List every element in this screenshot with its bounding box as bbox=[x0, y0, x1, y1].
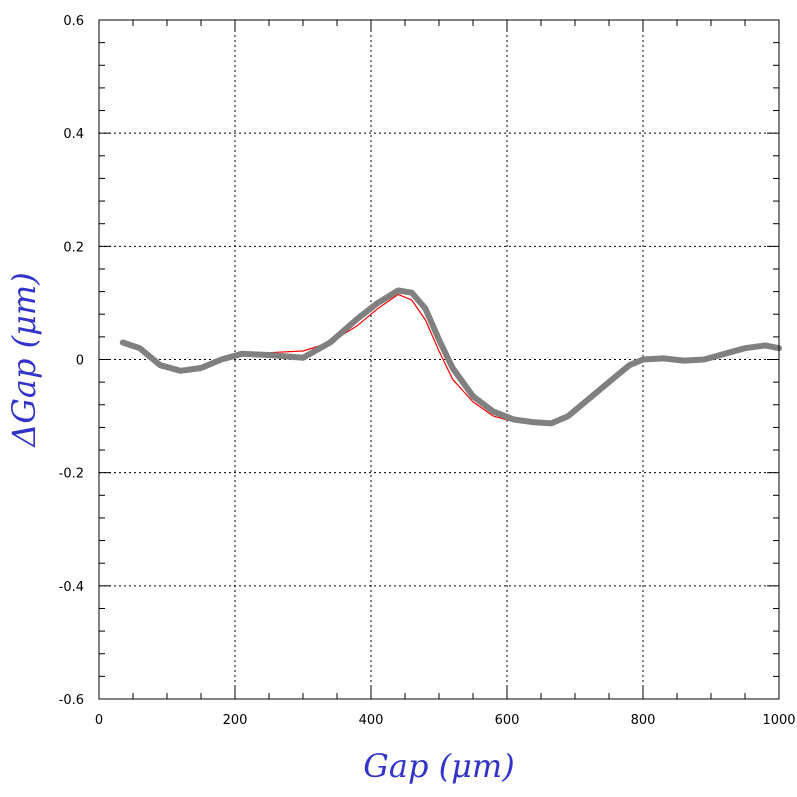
x-tick-label: 0 bbox=[95, 713, 103, 728]
x-tick-label: 400 bbox=[359, 713, 384, 728]
y-tick-label: 0 bbox=[76, 354, 84, 369]
x-axis-title: Gap (μm) bbox=[363, 747, 514, 785]
x-tick-labels: 0 200 400 600 800 1000 bbox=[95, 713, 796, 728]
x-tick-label: 200 bbox=[223, 713, 248, 728]
plot-frame bbox=[98, 19, 780, 700]
y-tick-labels: 0.6 0.4 0.2 0 -0.2 -0.4 -0.6 bbox=[59, 14, 84, 708]
series-lines bbox=[119, 287, 782, 427]
y-tick-label: 0.4 bbox=[63, 127, 84, 142]
y-tick-label: -0.2 bbox=[59, 467, 84, 482]
y-axis-title: ΔGap (μm) bbox=[5, 272, 43, 449]
x-tick-label: 800 bbox=[631, 713, 656, 728]
y-tick-label: 0.2 bbox=[63, 240, 84, 255]
x-tick-label: 1000 bbox=[762, 713, 795, 728]
y-tick-label: -0.6 bbox=[59, 693, 84, 708]
x-tick-label: 600 bbox=[495, 713, 520, 728]
y-tick-label: 0.6 bbox=[63, 14, 84, 29]
series-line-4 bbox=[119, 287, 782, 427]
y-tick-label: -0.4 bbox=[59, 580, 84, 595]
